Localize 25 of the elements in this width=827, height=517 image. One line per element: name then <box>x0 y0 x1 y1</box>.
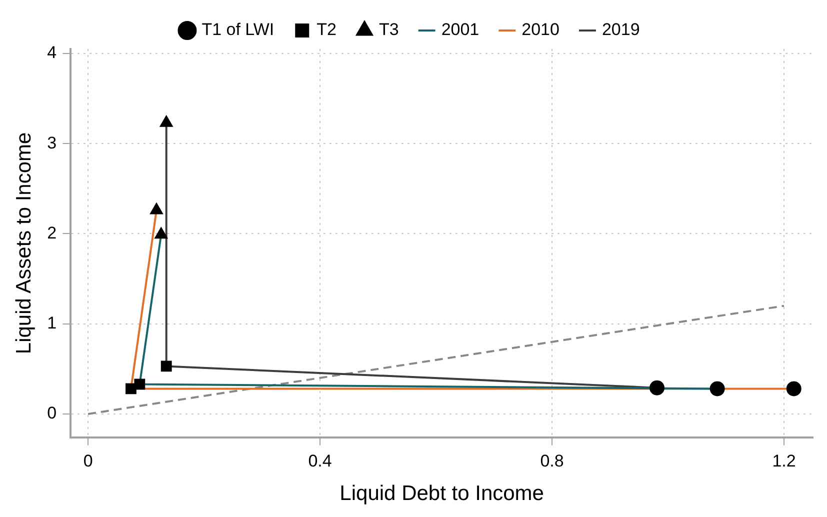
y-tick-label: 4 <box>47 43 57 62</box>
x-tick-label: 0 <box>83 451 93 470</box>
legend-label: 2010 <box>522 20 560 40</box>
point <box>150 202 164 214</box>
point <box>154 227 168 239</box>
y-axis-title: Liquid Assets to Income <box>12 132 36 354</box>
legend-label: T2 <box>316 20 336 40</box>
point <box>786 381 802 396</box>
point <box>710 381 725 396</box>
point <box>649 380 664 396</box>
x-tick-label: 1.2 <box>772 451 796 470</box>
y-tick-label: 1 <box>47 314 57 333</box>
legend-label: T1 of LWI <box>202 20 274 40</box>
x-tick-label: 0.8 <box>540 451 564 470</box>
point <box>126 383 136 394</box>
x-tick-label: 0.4 <box>308 451 332 470</box>
legend-label: 2001 <box>441 20 480 40</box>
y-tick-label: 0 <box>47 404 57 423</box>
legend-label: T3 <box>378 20 399 40</box>
point <box>160 115 173 127</box>
point <box>160 360 172 372</box>
x-axis-title: Liquid Debt to Income <box>340 482 544 506</box>
legend-label: 2019 <box>602 20 640 40</box>
y-tick-label: 2 <box>47 223 57 242</box>
y-tick-label: 3 <box>47 133 57 152</box>
